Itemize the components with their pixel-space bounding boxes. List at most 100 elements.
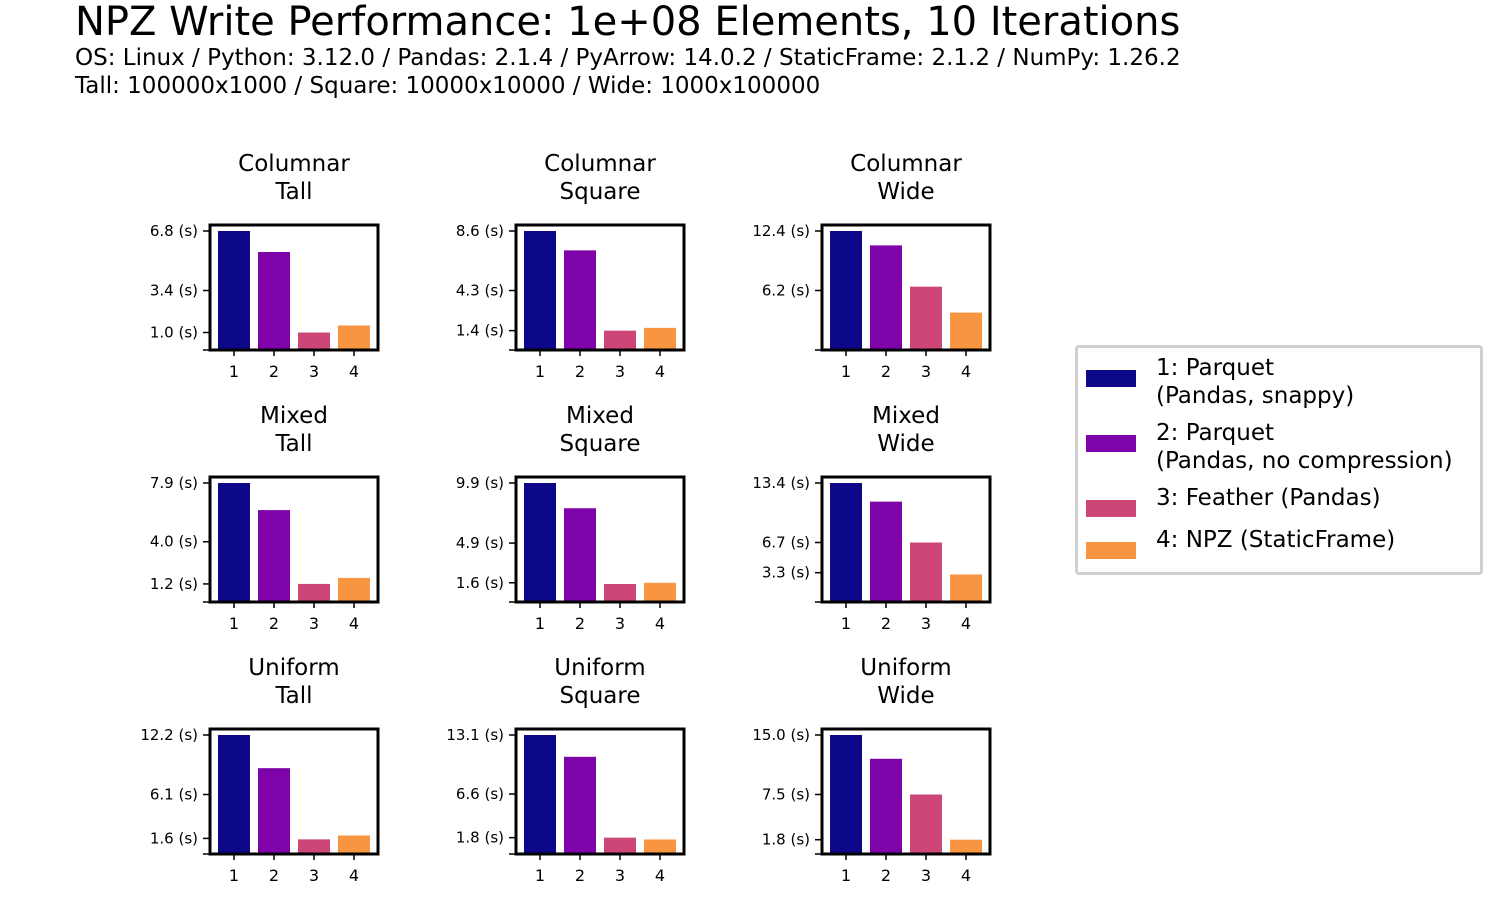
legend-label-3: 3: Feather (Pandas) <box>1156 485 1381 511</box>
subplot-title-line: Mixed <box>566 403 634 429</box>
subplot-title-line: Uniform <box>860 655 951 681</box>
bar-2 <box>870 758 902 854</box>
subplot-title-line: Tall <box>274 179 312 205</box>
bar-1 <box>524 483 556 602</box>
bar-1 <box>830 231 862 350</box>
y-tick-label: 1.8 (s) <box>456 829 504 847</box>
axes-frame <box>820 475 992 604</box>
bar-4 <box>950 839 982 854</box>
legend-item-1: 1: Parquet (Pandas, snappy) <box>1086 354 1472 410</box>
x-tick-label: 3 <box>615 866 625 885</box>
x-tick-label: 2 <box>269 614 279 633</box>
x-tick-label: 1 <box>229 614 239 633</box>
y-tick-label: 4.3 (s) <box>456 282 504 300</box>
x-tick-label: 3 <box>615 362 625 381</box>
bar-2 <box>564 250 596 350</box>
x-tick-label: 3 <box>921 362 931 381</box>
x-tick-label: 1 <box>535 362 545 381</box>
y-tick-label: 4.0 (s) <box>150 533 198 551</box>
axes-frame <box>208 475 380 604</box>
y-tick-label: 6.6 (s) <box>456 785 504 803</box>
subplot-title-line: Square <box>560 431 641 457</box>
y-tick-label: 1.6 (s) <box>150 829 198 847</box>
x-tick-label: 3 <box>921 614 931 633</box>
x-tick-label: 2 <box>269 866 279 885</box>
y-tick-label: 4.9 (s) <box>456 534 504 552</box>
bar-1 <box>524 231 556 350</box>
legend-item-2: 2: Parquet (Pandas, no compression) <box>1086 419 1472 475</box>
y-tick-label: 1.8 (s) <box>762 831 810 849</box>
subplot-title-line: Wide <box>877 683 934 709</box>
subplot-title-line: Wide <box>877 179 934 205</box>
y-tick-label: 13.1 (s) <box>446 726 504 744</box>
legend-swatch-2 <box>1086 435 1136 452</box>
bar-2 <box>258 768 290 854</box>
x-tick-label: 3 <box>921 866 931 885</box>
bar-2 <box>564 756 596 854</box>
y-tick-label: 1.4 (s) <box>456 322 504 340</box>
bar-4 <box>338 835 370 854</box>
x-tick-label: 4 <box>961 866 971 885</box>
bar-3 <box>298 839 330 854</box>
x-tick-label: 4 <box>349 866 359 885</box>
x-tick-label: 1 <box>229 362 239 381</box>
subplot-title-line: Columnar <box>238 151 350 177</box>
subplot-title-line: Columnar <box>850 151 962 177</box>
bar-4 <box>950 312 982 350</box>
bar-1 <box>830 735 862 854</box>
legend-swatch-3 <box>1086 500 1136 517</box>
x-tick-label: 3 <box>309 614 319 633</box>
legend-label-2: 2: Parquet (Pandas, no compression) <box>1156 420 1453 474</box>
x-tick-label: 4 <box>655 362 665 381</box>
bar-4 <box>644 839 676 854</box>
y-tick-label: 1.0 (s) <box>150 324 198 342</box>
x-tick-label: 4 <box>961 614 971 633</box>
x-tick-label: 2 <box>575 614 585 633</box>
bar-3 <box>604 837 636 854</box>
legend-item-4: 4: NPZ (StaticFrame) <box>1086 526 1472 559</box>
bar-3 <box>604 583 636 602</box>
bar-4 <box>338 577 370 602</box>
subplot-title-line: Columnar <box>544 151 656 177</box>
y-tick-label: 6.8 (s) <box>150 222 198 240</box>
x-tick-label: 3 <box>309 362 319 381</box>
y-tick-label: 6.2 (s) <box>762 282 810 300</box>
subplot-title-line: Uniform <box>248 655 339 681</box>
bar-1 <box>218 231 250 350</box>
x-tick-label: 1 <box>535 614 545 633</box>
bar-3 <box>910 542 942 602</box>
subplot-title-line: Tall <box>274 683 312 709</box>
bar-1 <box>218 735 250 854</box>
x-tick-label: 3 <box>309 866 319 885</box>
y-tick-label: 15.0 (s) <box>752 726 810 744</box>
axes-frame <box>208 727 380 856</box>
x-tick-label: 3 <box>615 614 625 633</box>
axes-frame <box>514 727 686 856</box>
y-tick-label: 13.4 (s) <box>752 474 810 492</box>
legend-item-3: 3: Feather (Pandas) <box>1086 484 1472 517</box>
bar-3 <box>910 286 942 350</box>
subplot-title-line: Uniform <box>554 655 645 681</box>
header: NPZ Write Performance: 1e+08 Elements, 1… <box>75 0 1181 100</box>
y-tick-label: 6.1 (s) <box>150 786 198 804</box>
bar-1 <box>524 735 556 854</box>
bar-2 <box>258 510 290 602</box>
y-tick-label: 7.9 (s) <box>150 474 198 492</box>
y-tick-label: 12.4 (s) <box>752 222 810 240</box>
y-tick-label: 3.4 (s) <box>150 282 198 300</box>
subplot-title-line: Square <box>560 683 641 709</box>
x-tick-label: 2 <box>269 362 279 381</box>
bar-2 <box>870 245 902 350</box>
axes-frame <box>208 223 380 352</box>
legend-swatch-4 <box>1086 542 1136 559</box>
subplot-title-line: Mixed <box>872 403 940 429</box>
legend: 1: Parquet (Pandas, snappy) 2: Parquet (… <box>1075 345 1483 575</box>
x-tick-label: 4 <box>961 362 971 381</box>
